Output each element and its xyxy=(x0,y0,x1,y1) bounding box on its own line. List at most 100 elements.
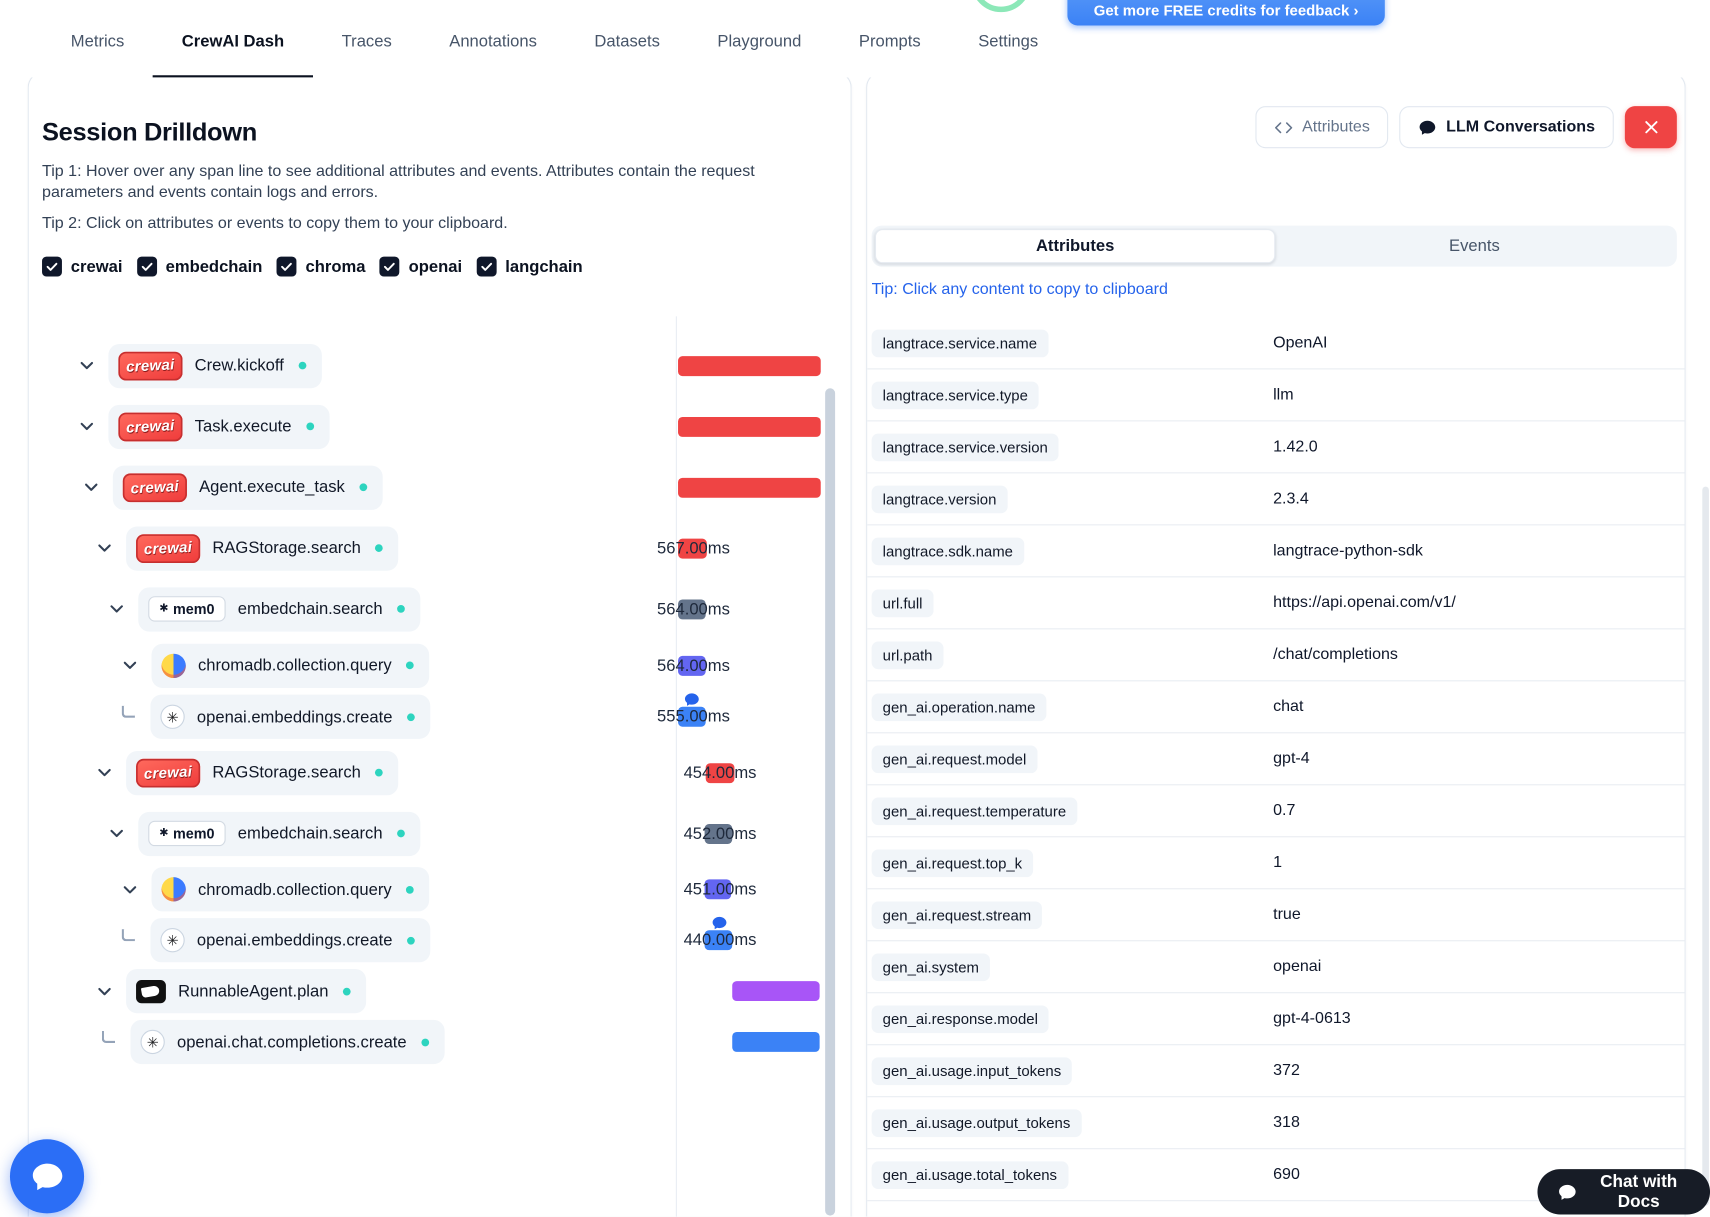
span-row[interactable]: openai.embeddings.create 440.00ms xyxy=(29,915,851,966)
span-row[interactable]: chromadb.collection.query 451.00ms xyxy=(29,864,851,915)
attribute-key[interactable]: langtrace.service.version xyxy=(871,433,1059,461)
chevron-down-icon[interactable] xyxy=(121,881,139,898)
llm-bubble-icon[interactable] xyxy=(684,691,701,708)
span-pill[interactable]: crewai Crew.kickoff xyxy=(108,343,322,388)
span-bar[interactable] xyxy=(678,655,706,676)
attribute-key[interactable]: gen_ai.usage.total_tokens xyxy=(871,1160,1069,1189)
span-pill[interactable]: openai.embeddings.create xyxy=(150,694,431,739)
span-bar[interactable] xyxy=(705,762,735,783)
attribute-value[interactable]: gpt-4 xyxy=(1273,749,1310,768)
attribute-value[interactable]: chat xyxy=(1273,697,1304,716)
attribute-row[interactable]: langtrace.service.type llm xyxy=(867,369,1685,422)
span-bar[interactable] xyxy=(732,1031,820,1052)
attribute-row[interactable]: gen_ai.usage.total_tokens 690 xyxy=(867,1149,1685,1202)
span-bar[interactable] xyxy=(678,477,821,498)
copy-tip-link[interactable]: Tip: Click any content to copy to clipbo… xyxy=(871,280,1168,299)
attribute-key[interactable]: url.path xyxy=(871,640,944,669)
checkbox-icon[interactable] xyxy=(42,256,62,277)
attribute-row[interactable]: url.full https://api.openai.com/v1/ xyxy=(867,577,1685,630)
attribute-row[interactable]: gen_ai.request.model gpt-4 xyxy=(867,733,1685,786)
chevron-down-icon[interactable] xyxy=(95,540,113,557)
attribute-row[interactable]: gen_ai.usage.output_tokens 318 xyxy=(867,1097,1685,1150)
attribute-value[interactable]: 1.42.0 xyxy=(1273,438,1318,456)
attribute-key[interactable]: gen_ai.request.top_k xyxy=(871,848,1034,877)
chevron-down-icon[interactable] xyxy=(121,657,139,674)
chat-widget-button[interactable] xyxy=(9,1139,85,1214)
vendor-filter-checkbox[interactable]: chroma xyxy=(276,256,369,277)
attribute-value[interactable]: true xyxy=(1273,905,1301,924)
span-bar[interactable] xyxy=(678,598,706,619)
chevron-down-icon[interactable] xyxy=(107,825,125,842)
llm-conversations-button[interactable]: LLM Conversations xyxy=(1399,106,1614,149)
attribute-key[interactable]: langtrace.service.name xyxy=(871,329,1049,357)
checkbox-icon[interactable] xyxy=(276,256,297,277)
span-row[interactable]: crewai RAGStorage.search 567.00ms xyxy=(29,518,851,579)
nav-tab[interactable]: Prompts xyxy=(830,0,949,77)
span-pill[interactable]: crewai RAGStorage.search xyxy=(126,750,399,795)
attribute-row[interactable]: gen_ai.usage.input_tokens 372 xyxy=(867,1045,1685,1098)
span-bar[interactable] xyxy=(678,355,821,376)
chat-with-docs-button[interactable]: Chat with Docs xyxy=(1537,1169,1710,1215)
chevron-down-icon[interactable] xyxy=(95,983,113,1000)
span-row[interactable]: openai.embeddings.create 555.00ms xyxy=(29,691,851,742)
attribute-row[interactable]: gen_ai.system openai xyxy=(867,941,1685,994)
chevron-down-icon[interactable] xyxy=(77,357,95,374)
span-bar[interactable] xyxy=(704,879,732,900)
attribute-value[interactable]: 318 xyxy=(1273,1113,1300,1132)
attribute-key[interactable]: gen_ai.request.stream xyxy=(871,900,1043,929)
span-pill[interactable]: crewai Agent.execute_task xyxy=(112,465,383,510)
vendor-filter-checkbox[interactable]: openai xyxy=(379,256,466,277)
attribute-value[interactable]: langtrace-python-sdk xyxy=(1273,541,1423,560)
nav-tab[interactable]: CrewAI Dash xyxy=(153,0,313,77)
attribute-value[interactable]: /chat/completions xyxy=(1273,645,1398,664)
attribute-key[interactable]: langtrace.version xyxy=(871,485,1008,513)
attribute-row[interactable]: gen_ai.response.model gpt-4-0613 xyxy=(867,993,1685,1046)
checkbox-icon[interactable] xyxy=(476,256,497,277)
span-pill[interactable]: crewai Task.execute xyxy=(108,404,330,449)
span-pill[interactable]: mem0 embedchain.search xyxy=(138,586,421,632)
segmented-tab[interactable]: Attributes xyxy=(874,228,1276,264)
attribute-key[interactable]: url.full xyxy=(871,588,934,617)
checkbox-icon[interactable] xyxy=(136,256,157,277)
attribute-value[interactable]: 372 xyxy=(1273,1061,1300,1080)
tree-scrollbar[interactable] xyxy=(825,388,836,1216)
chevron-down-icon[interactable] xyxy=(107,601,125,618)
span-bar[interactable] xyxy=(732,981,820,1002)
span-row[interactable]: crewai Task.execute xyxy=(29,396,851,457)
credits-button[interactable]: Get more FREE credits for feedback › xyxy=(1067,0,1385,26)
vendor-filter-checkbox[interactable]: crewai xyxy=(42,256,126,277)
span-row[interactable]: openai.chat.completions.create xyxy=(29,1017,851,1068)
attribute-key[interactable]: gen_ai.operation.name xyxy=(871,692,1047,721)
span-row[interactable]: crewai Agent.execute_task xyxy=(29,457,851,518)
vendor-filter-checkbox[interactable]: embedchain xyxy=(136,256,266,277)
chevron-down-icon[interactable] xyxy=(82,479,100,496)
llm-bubble-icon[interactable] xyxy=(711,915,728,932)
span-pill[interactable]: openai.chat.completions.create xyxy=(130,1019,445,1065)
attribute-row[interactable]: langtrace.sdk.name langtrace-python-sdk xyxy=(867,525,1685,578)
close-button[interactable] xyxy=(1624,106,1677,149)
segmented-tab[interactable]: Events xyxy=(1275,229,1673,263)
attribute-row[interactable]: gen_ai.request.stream true xyxy=(867,889,1685,942)
span-bar[interactable] xyxy=(678,538,707,559)
attribute-key[interactable]: gen_ai.request.model xyxy=(871,744,1038,773)
attribute-value[interactable]: OpenAI xyxy=(1273,334,1328,352)
attribute-row[interactable]: url.path /chat/completions xyxy=(867,629,1685,682)
attribute-value[interactable]: 1 xyxy=(1273,853,1283,872)
span-row[interactable]: crewai Crew.kickoff xyxy=(29,335,851,396)
vendor-filter-checkbox[interactable]: langchain xyxy=(476,256,586,277)
attribute-row[interactable]: langtrace.service.name OpenAI xyxy=(867,317,1685,370)
nav-tab[interactable]: Settings xyxy=(949,0,1066,77)
attribute-value[interactable]: llm xyxy=(1273,386,1294,404)
span-pill[interactable]: chromadb.collection.query xyxy=(151,643,430,688)
span-pill[interactable]: openai.embeddings.create xyxy=(150,918,431,963)
attribute-row[interactable]: langtrace.version 2.3.4 xyxy=(867,473,1685,526)
span-row[interactable]: mem0 embedchain.search 452.00ms xyxy=(29,803,851,864)
attribute-value[interactable]: 690 xyxy=(1273,1165,1300,1184)
span-row[interactable]: crewai RAGStorage.search 454.00ms xyxy=(29,742,851,803)
span-row[interactable]: RunnableAgent.plan xyxy=(29,966,851,1017)
checkbox-icon[interactable] xyxy=(379,256,400,277)
attributes-view-button[interactable]: Attributes xyxy=(1255,106,1389,149)
span-row[interactable]: mem0 embedchain.search 564.00ms xyxy=(29,578,851,639)
chevron-down-icon[interactable] xyxy=(77,418,95,435)
attribute-value[interactable]: 0.7 xyxy=(1273,801,1296,820)
